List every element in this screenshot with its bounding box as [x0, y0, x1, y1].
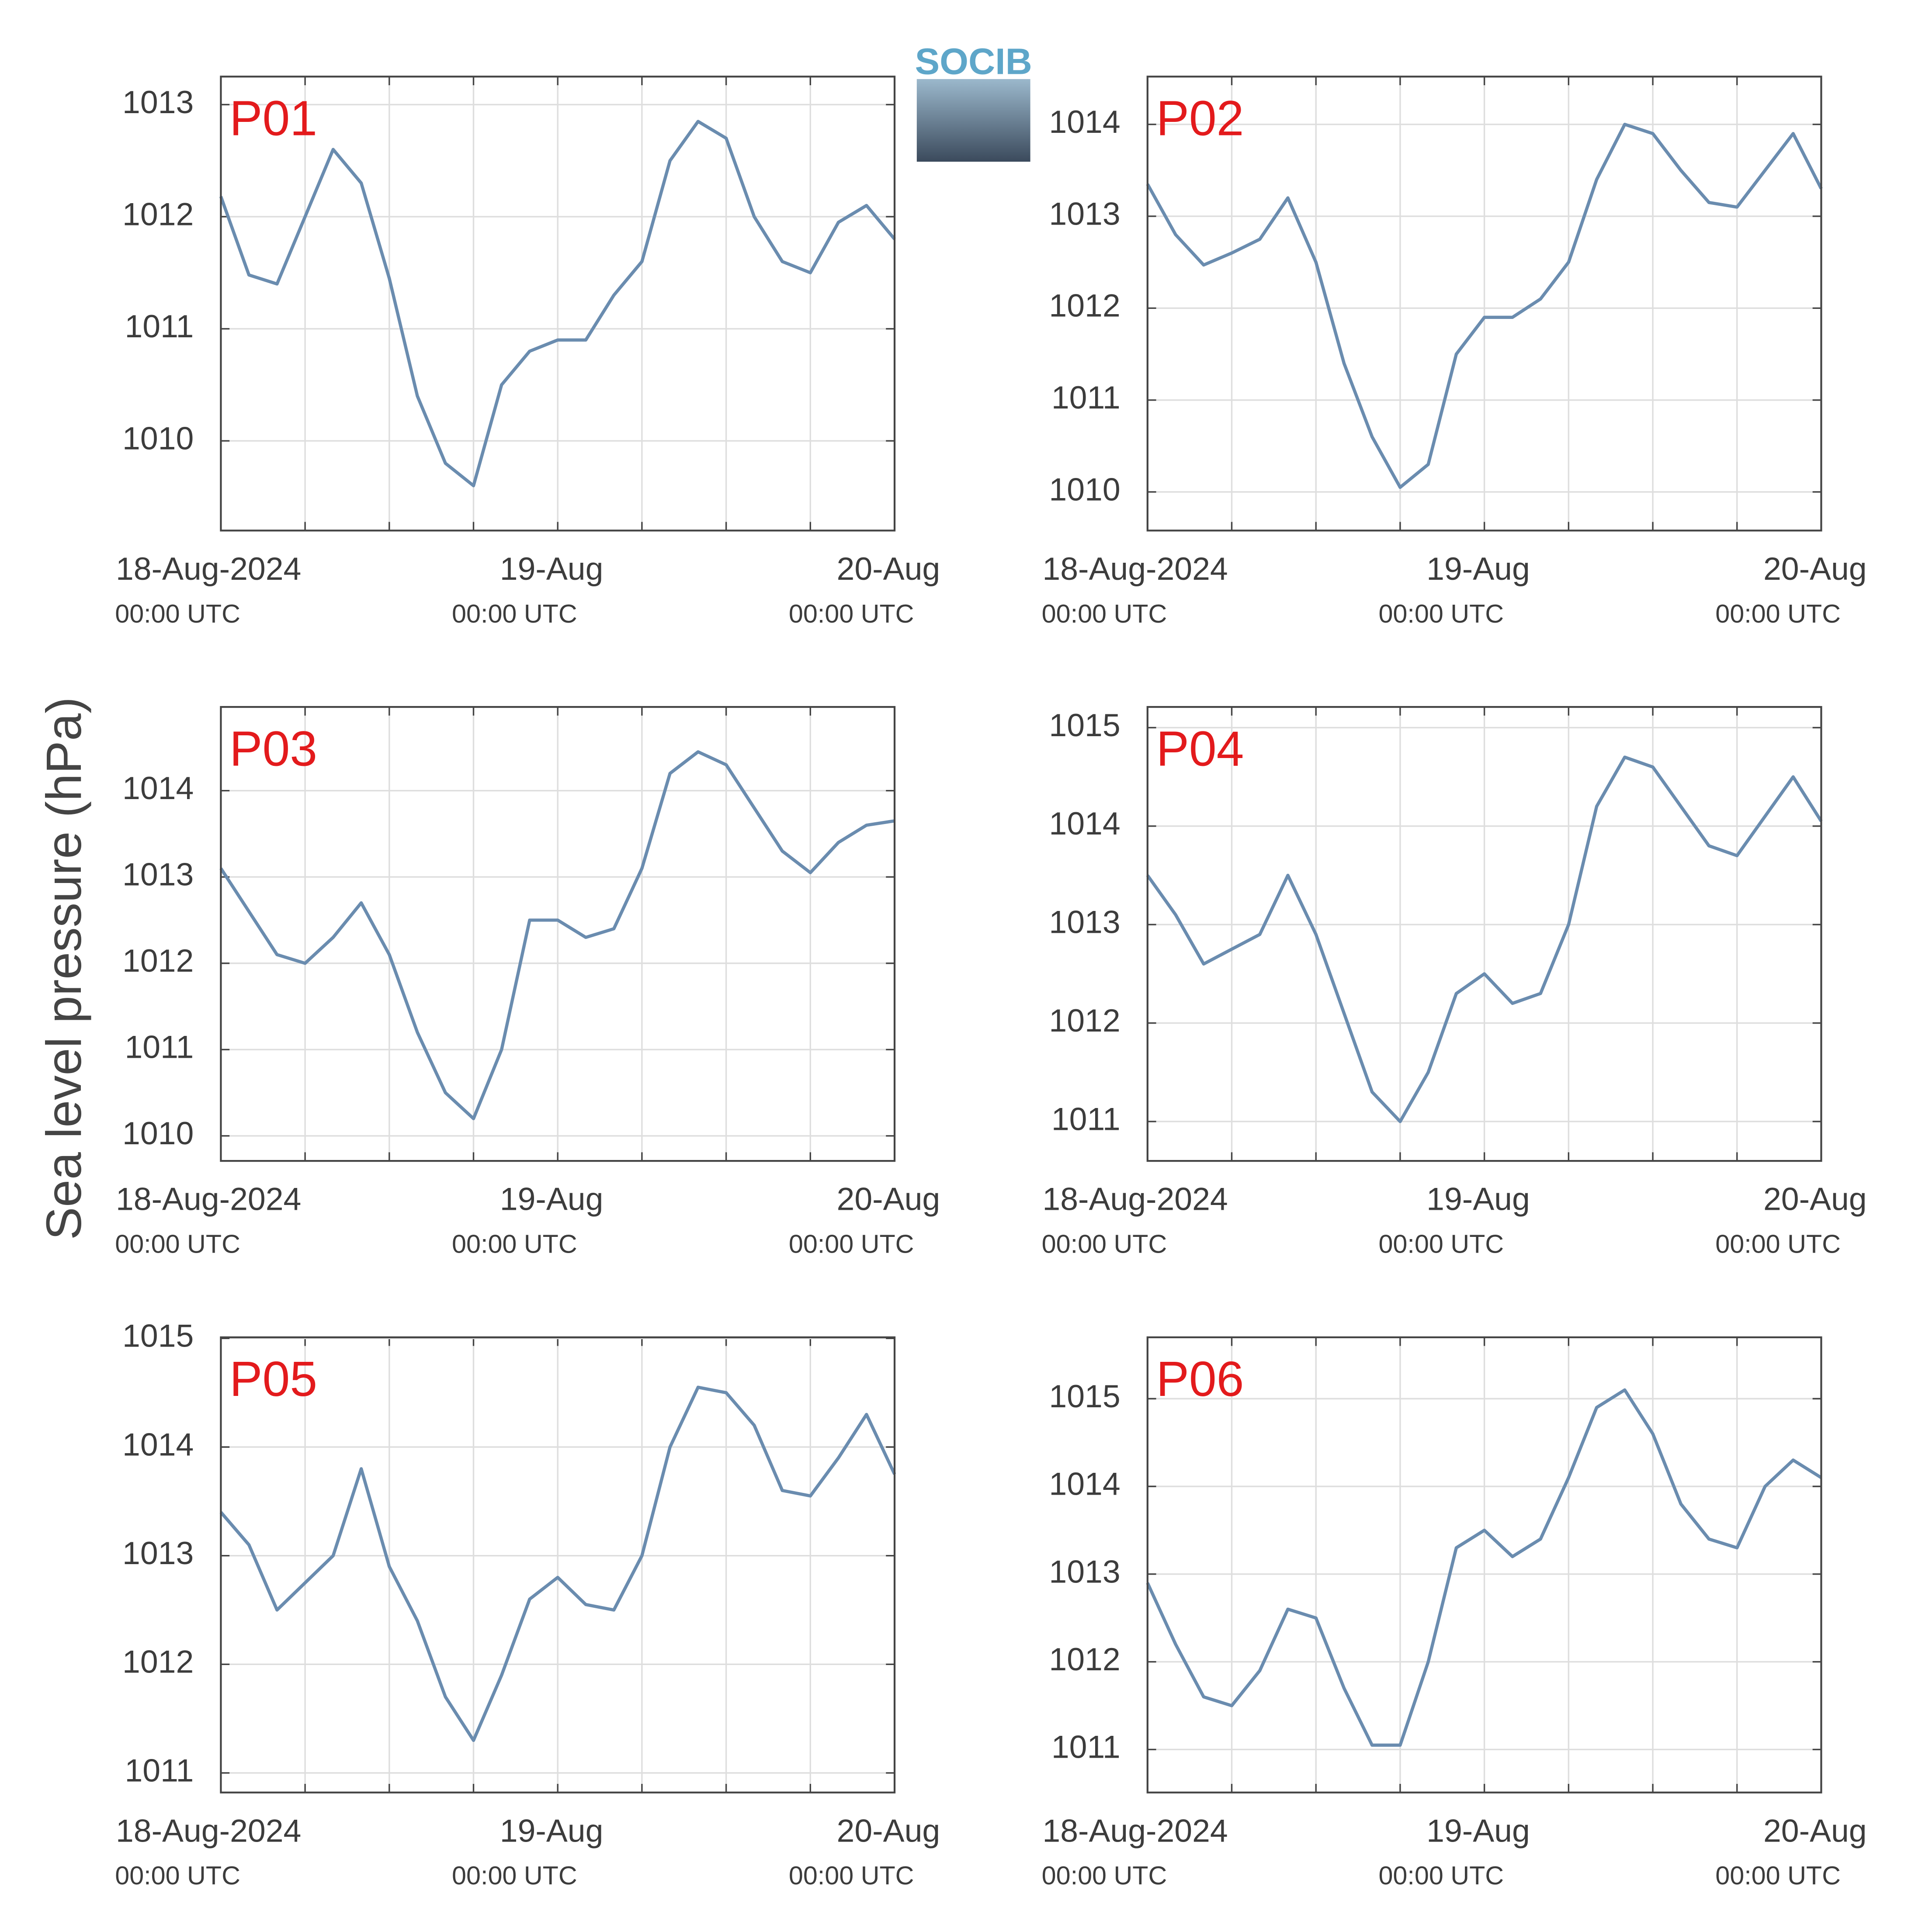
x-tick-sublabel: 00:00 UTC	[1715, 599, 1841, 628]
x-tick-label: 20-Aug	[1763, 1813, 1867, 1849]
data-line	[219, 1385, 896, 1742]
y-tick-label: 1012	[1049, 288, 1120, 324]
logo-block	[916, 79, 1030, 162]
subplot: 18-Aug-2024 00:00 UTC 19-Aug 00:00 UTC 20-Au…	[115, 76, 940, 628]
y-axis-label: Sea level pressure (hPa)	[36, 697, 91, 1240]
y-tick-label: 1014	[122, 1426, 194, 1462]
x-tick-label: 19-Aug	[500, 1813, 604, 1849]
axes-frame	[1146, 706, 1822, 1162]
x-tick-sublabel: 00:00 UTC	[115, 1229, 240, 1259]
x-tick-label: 18-Aug-2024	[1042, 1181, 1228, 1217]
axes-frame	[1146, 76, 1822, 532]
y-tick-label: 1012	[1049, 1003, 1120, 1039]
x-tick-label: 20-Aug	[1763, 1181, 1867, 1217]
x-tick-label: 18-Aug-2024	[116, 1813, 301, 1849]
y-tick-label: 1011	[125, 308, 194, 344]
y-tick-label: 1010	[122, 420, 194, 456]
x-tick-label: 19-Aug	[1426, 551, 1530, 587]
subplot: 18-Aug-2024 00:00 UTC 19-Aug 00:00 UTC 20-Au…	[1042, 1336, 1867, 1890]
x-tick-sublabel: 00:00 UTC	[1715, 1229, 1841, 1259]
y-tick-label: 1014	[1049, 1466, 1120, 1502]
y-tick-label: 1014	[122, 770, 194, 806]
data-line	[1146, 1388, 1822, 1747]
x-tick-sublabel: 00:00 UTC	[1378, 1861, 1504, 1890]
y-tick-label: 1013	[122, 84, 194, 120]
x-tick-label: 18-Aug-2024	[116, 1181, 301, 1217]
subplot: 18-Aug-2024 00:00 UTC 19-Aug 00:00 UTC 20-Au…	[115, 1318, 940, 1890]
x-tick-label: 19-Aug	[1426, 1813, 1530, 1849]
y-tick-label: 1013	[1049, 1554, 1120, 1589]
y-tick-label: 1011	[1051, 1101, 1121, 1137]
x-tick-label: 20-Aug	[837, 1813, 940, 1849]
y-tick-label: 1014	[1049, 806, 1120, 841]
x-tick-label: 19-Aug	[500, 1181, 604, 1217]
y-tick-label: 1011	[1051, 380, 1121, 415]
axes-frame	[1146, 1336, 1822, 1794]
x-tick-sublabel: 00:00 UTC	[452, 1229, 577, 1259]
x-tick-label: 20-Aug	[1763, 551, 1867, 587]
data-line	[1146, 755, 1823, 1123]
y-tick-label: 1013	[122, 1535, 194, 1571]
y-tick-label: 1015	[122, 1318, 194, 1354]
panel-label: P05	[229, 1351, 317, 1406]
x-tick-sublabel: 00:00 UTC	[1378, 599, 1504, 628]
x-tick-sublabel: 00:00 UTC	[115, 599, 240, 628]
subplot: 18-Aug-2024 00:00 UTC 19-Aug 00:00 UTC 20-Au…	[115, 706, 940, 1259]
axes-frame	[220, 76, 896, 532]
x-tick-sublabel: 00:00 UTC	[789, 599, 914, 628]
panel-label: P03	[229, 721, 317, 776]
y-tick-label: 1015	[1049, 1378, 1120, 1414]
y-tick-label: 1011	[125, 1752, 194, 1788]
x-tick-sublabel: 00:00 UTC	[789, 1229, 914, 1259]
data-line	[219, 750, 895, 1120]
y-tick-label: 1011	[1051, 1729, 1121, 1765]
x-tick-label: 18-Aug-2024	[1042, 1813, 1228, 1849]
y-tick-label: 1010	[1049, 471, 1120, 507]
y-tick-label: 1013	[1049, 904, 1120, 940]
axes-frame	[220, 1336, 896, 1794]
subplot: 18-Aug-2024 00:00 UTC 19-Aug 00:00 UTC 20-Au…	[1042, 706, 1867, 1259]
y-tick-label: 1013	[122, 857, 194, 893]
y-tick-label: 1013	[1049, 196, 1120, 232]
x-tick-label: 19-Aug	[1426, 1181, 1530, 1217]
x-tick-label: 18-Aug-2024	[116, 551, 301, 587]
panel-label: P04	[1156, 721, 1244, 776]
y-tick-label: 1010	[122, 1115, 194, 1151]
y-tick-label: 1014	[1049, 104, 1120, 140]
x-tick-sublabel: 00:00 UTC	[452, 1861, 577, 1890]
y-tick-label: 1012	[122, 943, 194, 979]
data-line	[1146, 123, 1823, 489]
x-tick-sublabel: 00:00 UTC	[1378, 1229, 1504, 1259]
y-tick-label: 1011	[125, 1029, 194, 1065]
x-tick-sublabel: 00:00 UTC	[1042, 1229, 1167, 1259]
x-tick-sublabel: 00:00 UTC	[1042, 599, 1167, 628]
x-tick-sublabel: 00:00 UTC	[1042, 1861, 1167, 1890]
y-tick-label: 1012	[122, 1644, 194, 1680]
panel-label: P01	[229, 91, 317, 146]
x-tick-sublabel: 00:00 UTC	[789, 1861, 914, 1890]
y-tick-label: 1012	[1049, 1641, 1120, 1677]
x-tick-label: 20-Aug	[837, 1181, 940, 1217]
x-tick-label: 20-Aug	[837, 551, 940, 587]
data-line	[219, 120, 896, 488]
panel-label: P06	[1156, 1351, 1244, 1406]
x-tick-sublabel: 00:00 UTC	[452, 599, 577, 628]
panel-label: P02	[1156, 91, 1244, 146]
x-tick-label: 19-Aug	[500, 551, 604, 587]
logo-text: SOCIB	[915, 40, 1032, 82]
logo: SOCIB	[915, 40, 1032, 162]
subplot: 18-Aug-2024 00:00 UTC 19-Aug 00:00 UTC 20-Au…	[1042, 76, 1867, 628]
y-tick-label: 1012	[122, 196, 194, 232]
axes-frame	[220, 706, 896, 1162]
x-tick-label: 18-Aug-2024	[1042, 551, 1228, 587]
x-tick-sublabel: 00:00 UTC	[115, 1861, 240, 1890]
x-tick-sublabel: 00:00 UTC	[1715, 1861, 1841, 1890]
y-tick-label: 1015	[1049, 707, 1120, 743]
